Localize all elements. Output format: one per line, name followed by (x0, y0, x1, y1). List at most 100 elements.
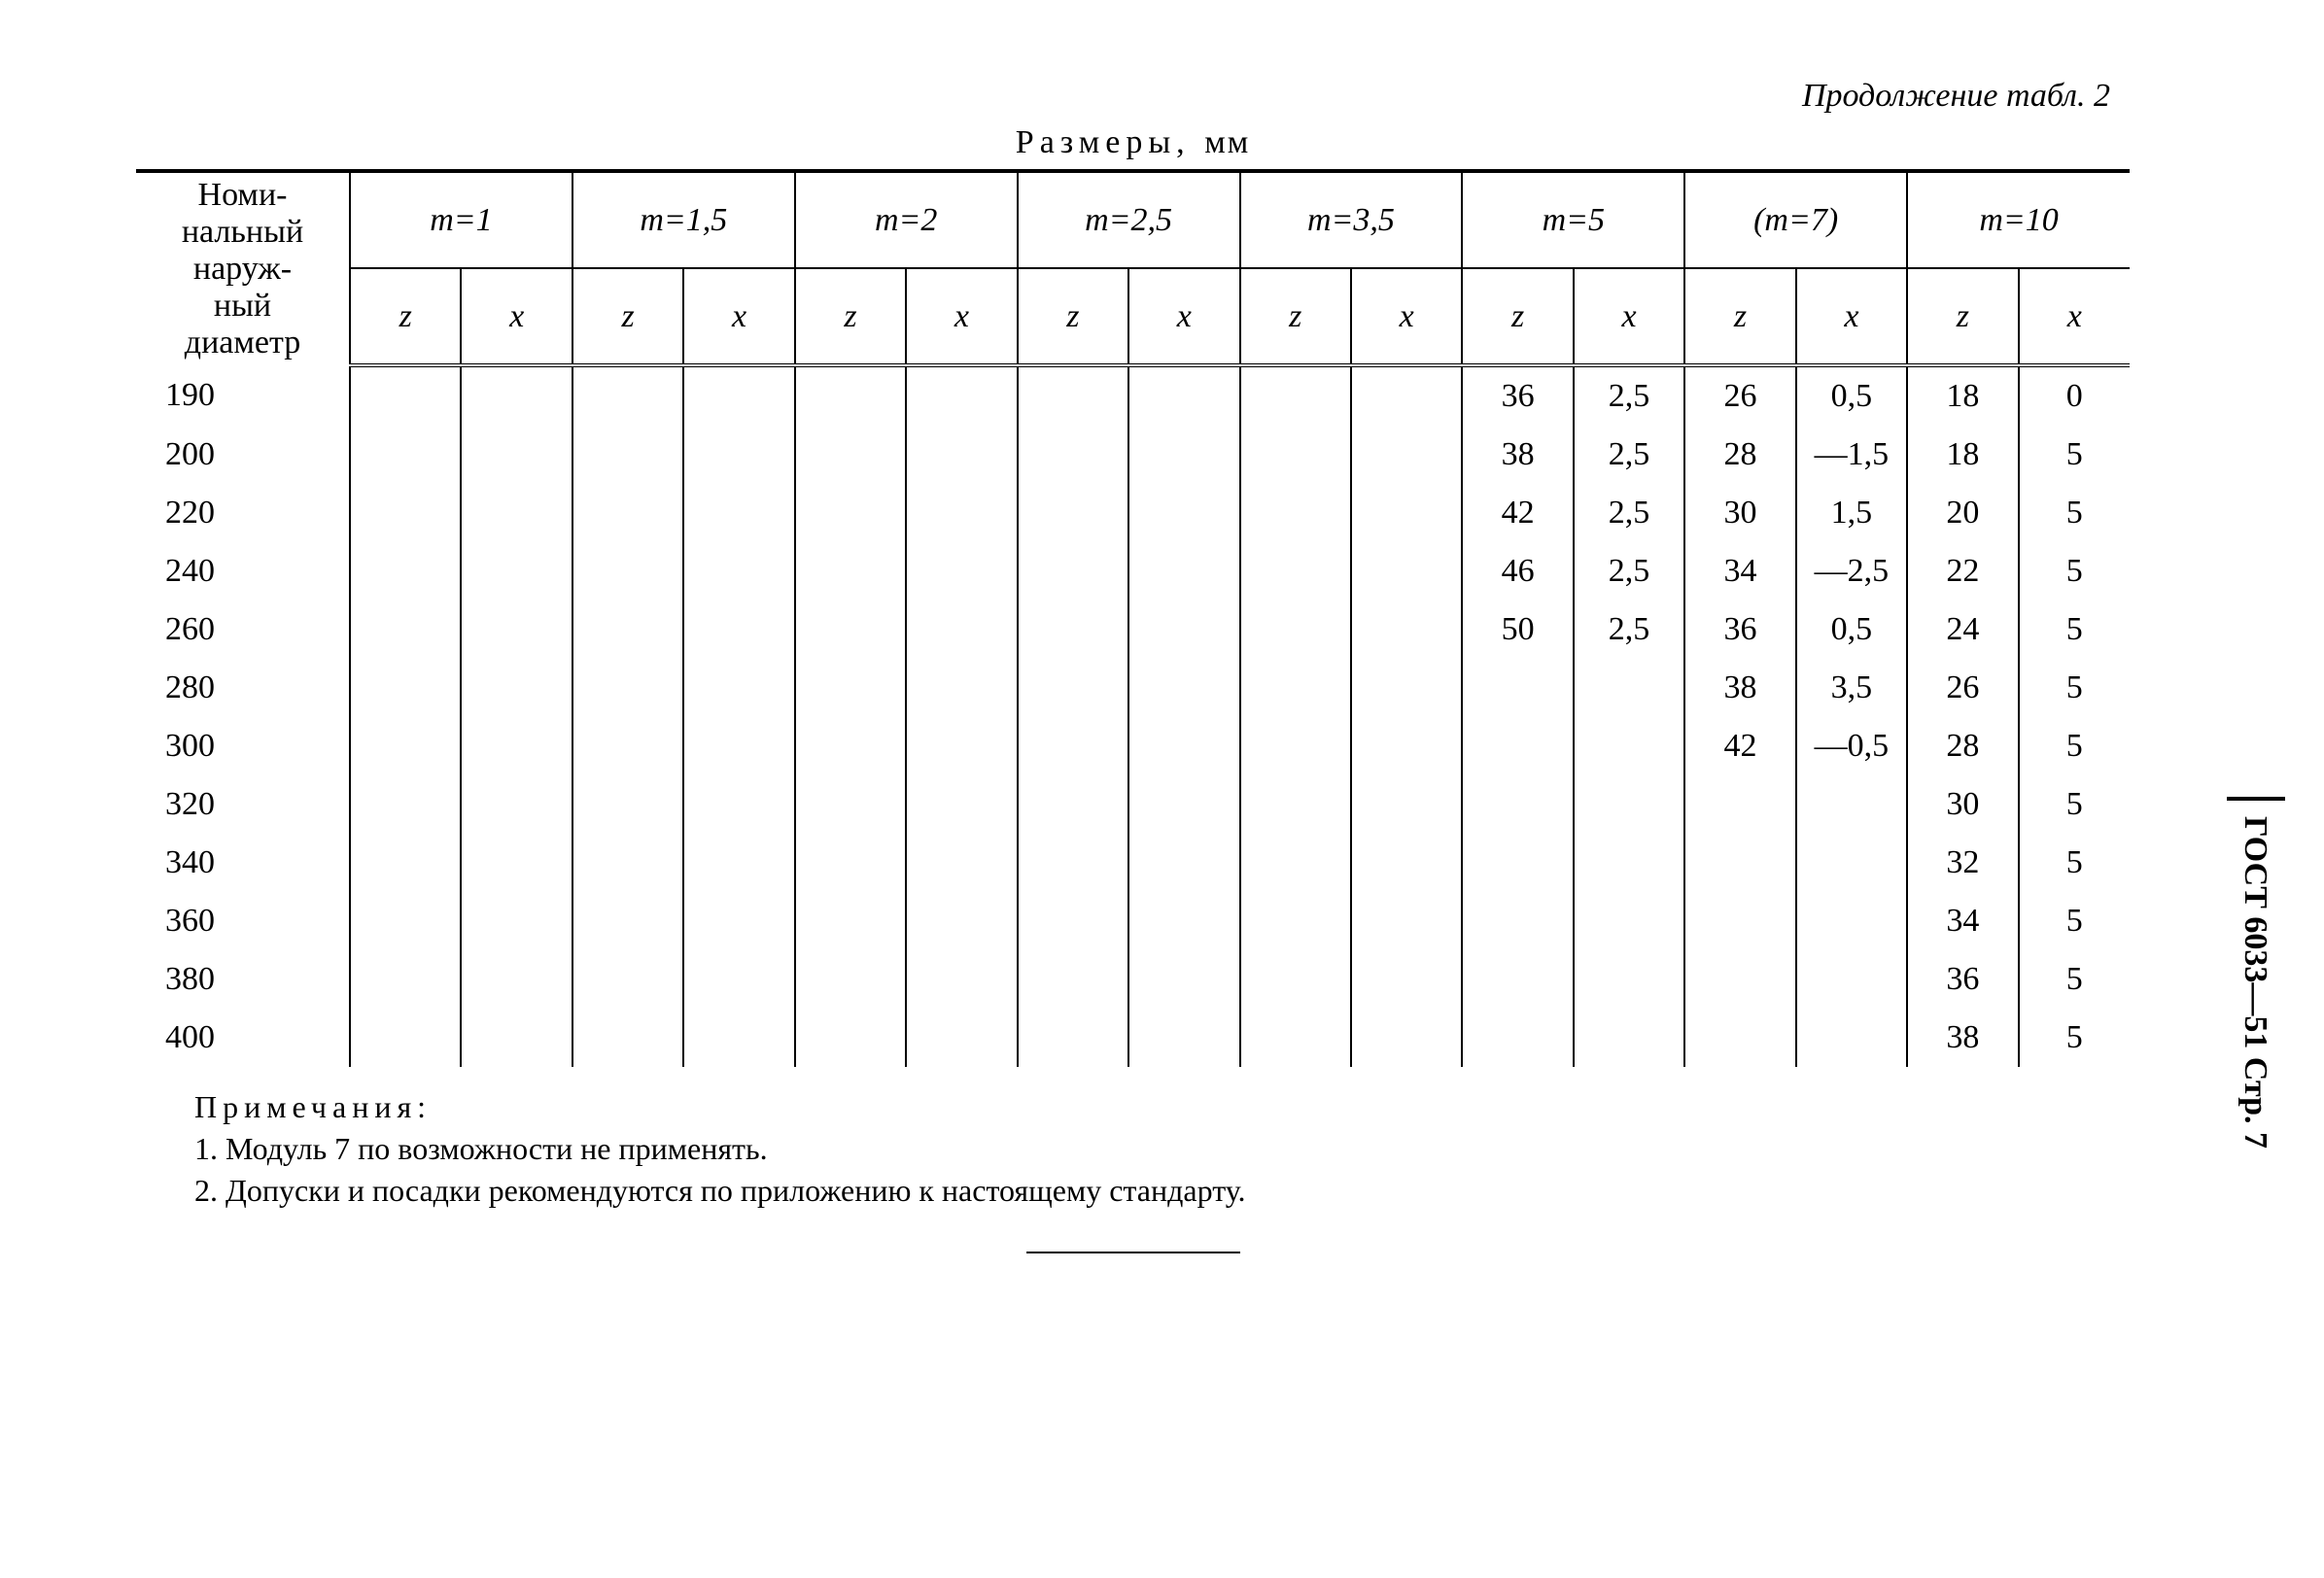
z-cell (572, 717, 683, 775)
sub-z: z (1018, 268, 1128, 365)
x-cell (1351, 950, 1462, 1009)
header-row-modules: Номи- нальный наруж- ный диаметр m=1 m=1… (136, 171, 2130, 268)
diameter-cell: 240 (136, 542, 350, 600)
x-cell: 2,5 (1574, 484, 1684, 542)
z-cell (1018, 1009, 1128, 1067)
table-row: 280383,5265 (136, 659, 2130, 717)
sub-z: z (1684, 268, 1795, 365)
x-cell (906, 484, 1017, 542)
z-cell: 36 (1462, 365, 1573, 426)
x-cell (683, 600, 794, 659)
sub-x: x (2019, 268, 2130, 365)
x-cell (1574, 950, 1684, 1009)
x-cell: 0,5 (1796, 365, 1907, 426)
z-cell (572, 659, 683, 717)
z-cell: 32 (1907, 834, 2018, 892)
x-cell (1574, 775, 1684, 834)
z-cell (1240, 775, 1351, 834)
x-cell (683, 484, 794, 542)
z-cell (795, 659, 906, 717)
z-cell (795, 717, 906, 775)
x-cell (1351, 1009, 1462, 1067)
z-cell (795, 484, 906, 542)
z-cell: 38 (1462, 426, 1573, 484)
x-cell (1574, 717, 1684, 775)
z-cell: 26 (1907, 659, 2018, 717)
x-cell: 0 (2019, 365, 2130, 426)
z-cell (1018, 659, 1128, 717)
x-cell (1128, 542, 1239, 600)
z-cell (795, 1009, 906, 1067)
z-cell (572, 484, 683, 542)
x-cell (1796, 1009, 1907, 1067)
x-cell (1351, 600, 1462, 659)
module-header: m=5 (1462, 171, 1684, 268)
z-cell (350, 717, 461, 775)
z-cell (572, 892, 683, 950)
x-cell: 0,5 (1796, 600, 1907, 659)
z-cell (350, 1009, 461, 1067)
x-cell (683, 365, 794, 426)
x-cell (1128, 659, 1239, 717)
x-cell: 5 (2019, 542, 2130, 600)
z-cell (1018, 426, 1128, 484)
table-row: 260502,5360,5245 (136, 600, 2130, 659)
diameter-cell: 320 (136, 775, 350, 834)
table-body: 190362,5260,5180200382,528—1,5185220422,… (136, 365, 2130, 1067)
x-cell (1128, 1009, 1239, 1067)
sub-x: x (1796, 268, 1907, 365)
x-cell: 5 (2019, 950, 2130, 1009)
z-cell (350, 892, 461, 950)
z-cell (1462, 717, 1573, 775)
x-cell (461, 1009, 572, 1067)
z-cell (1240, 542, 1351, 600)
x-cell: 3,5 (1796, 659, 1907, 717)
z-cell: 24 (1907, 600, 2018, 659)
x-cell (1128, 426, 1239, 484)
z-cell (1240, 1009, 1351, 1067)
sub-x: x (1574, 268, 1684, 365)
x-cell (1128, 600, 1239, 659)
note-line: 1. Модуль 7 по возможности не применять. (194, 1131, 768, 1166)
x-cell: 5 (2019, 775, 2130, 834)
z-cell (1240, 717, 1351, 775)
z-cell (1018, 365, 1128, 426)
x-cell (683, 892, 794, 950)
diameter-cell: 340 (136, 834, 350, 892)
z-cell (1240, 426, 1351, 484)
x-cell (683, 542, 794, 600)
note-line: 2. Допуски и посадки рекомендуются по пр… (194, 1173, 1246, 1208)
z-cell: 34 (1684, 542, 1795, 600)
z-cell (795, 542, 906, 600)
caption-units: мм (1204, 124, 1250, 160)
rh-line: нальный (182, 214, 303, 250)
x-cell (461, 542, 572, 600)
x-cell (461, 365, 572, 426)
diameter-cell: 280 (136, 659, 350, 717)
x-cell: 5 (2019, 717, 2130, 775)
z-cell: 46 (1462, 542, 1573, 600)
x-cell (1351, 484, 1462, 542)
z-cell (572, 1009, 683, 1067)
x-cell: 5 (2019, 659, 2130, 717)
x-cell (906, 659, 1017, 717)
module-header: m=10 (1907, 171, 2130, 268)
z-cell: 18 (1907, 365, 2018, 426)
notes-block: Примечания: 1. Модуль 7 по возможности н… (136, 1086, 2130, 1213)
side-rule (2227, 797, 2285, 801)
module-header: m=2 (795, 171, 1018, 268)
x-cell (461, 775, 572, 834)
x-cell (683, 717, 794, 775)
z-cell (572, 775, 683, 834)
diameter-cell: 220 (136, 484, 350, 542)
x-cell (1128, 365, 1239, 426)
x-cell (461, 659, 572, 717)
table-row: 320305 (136, 775, 2130, 834)
z-cell (350, 659, 461, 717)
x-cell (683, 834, 794, 892)
x-cell (461, 717, 572, 775)
x-cell: 1,5 (1796, 484, 1907, 542)
x-cell (1574, 659, 1684, 717)
x-cell (1351, 892, 1462, 950)
x-cell (906, 775, 1017, 834)
